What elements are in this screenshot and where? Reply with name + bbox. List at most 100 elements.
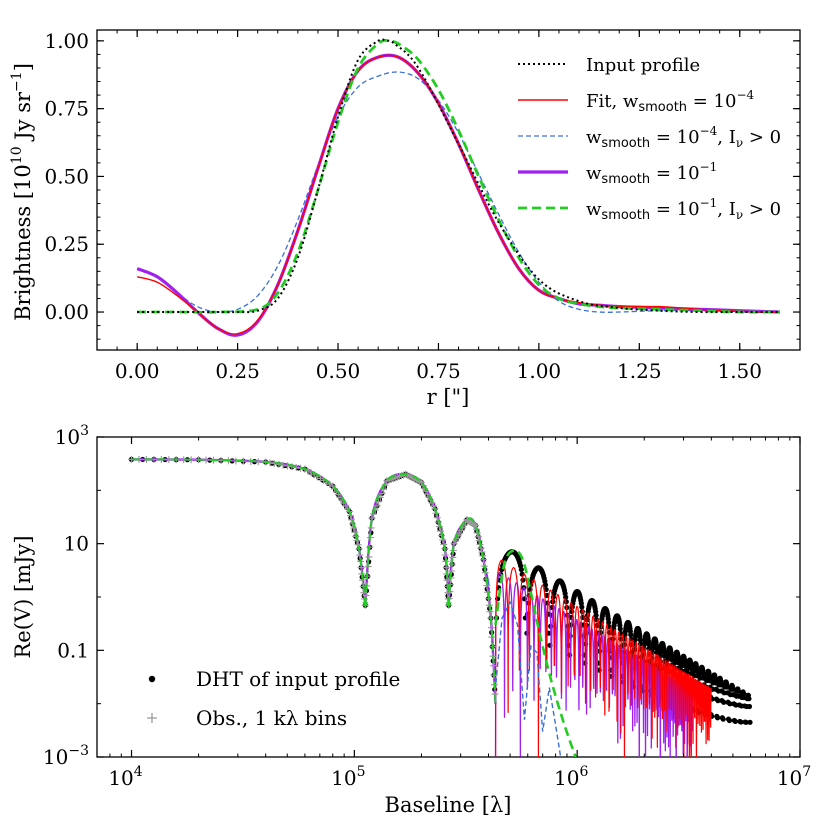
main-lobe-curve — [364, 472, 450, 606]
dht-point — [617, 626, 623, 632]
main-lobe-curve-positive — [447, 517, 497, 704]
dht-point — [593, 612, 599, 618]
dht-point — [668, 652, 674, 659]
dht-point — [646, 641, 652, 647]
dht-point — [518, 566, 524, 573]
y-tick-label: 0.50 — [44, 164, 89, 188]
main-lobe-curve-positive — [131, 458, 367, 606]
observation-point — [429, 502, 437, 510]
brightness-y-axis-label: Brightness [1010 Jy sr−1] — [9, 63, 35, 321]
ylabel-part1: Brightness [10 — [11, 164, 35, 321]
series-line — [136, 54, 780, 335]
observation-point — [348, 516, 355, 524]
dht-point — [712, 676, 718, 682]
visibility-x-axis-label: Baseline [λ] — [385, 793, 512, 817]
dht-point — [747, 719, 753, 725]
y-tick-label: 10 — [64, 532, 89, 556]
observation-point — [417, 479, 425, 486]
dht-point — [675, 656, 681, 662]
dht-point — [727, 701, 733, 707]
dht-point — [543, 586, 549, 593]
dht-point — [654, 645, 660, 652]
dht-point — [715, 715, 721, 721]
legend-label: wsmooth = 10−1, Iν > 0 — [586, 196, 781, 223]
main-lobe-curve-positive — [364, 473, 450, 606]
x-tick-label: 0.00 — [115, 359, 160, 383]
observation-point — [433, 514, 441, 522]
model-curve-wsmooth-1e-1-positive — [494, 548, 578, 757]
visibility-ticks: 104 105 106 107 10−3 0.1 10 103 — [43, 423, 811, 790]
x-tick-label: 0.50 — [316, 359, 361, 383]
observation-point — [351, 528, 359, 536]
ylabel-exp: 10 — [9, 146, 25, 164]
observation-point — [279, 461, 287, 469]
visibility-legend: DHT of input profile Obs., 1 kλ bins — [147, 667, 400, 730]
ylabel-part2: Jy sr — [11, 91, 35, 146]
observation-point — [471, 521, 479, 529]
main-lobe-curve — [447, 517, 497, 704]
null-marker — [445, 602, 452, 609]
x-tick-label: 107 — [777, 764, 811, 790]
model-curve-wsmooth-1e-4 — [494, 559, 712, 757]
dht-point — [738, 719, 744, 725]
dht-point — [661, 649, 667, 655]
visibility-y-axis-label: Re(V) [mJy] — [11, 535, 35, 658]
dht-point — [730, 686, 736, 692]
y-tick-label: 1.00 — [44, 29, 89, 53]
dht-point — [740, 690, 747, 696]
x-tick-label: 1.00 — [517, 359, 562, 383]
y-tick-label: 0.1 — [57, 638, 89, 662]
dht-point — [732, 718, 738, 725]
dht-point — [721, 699, 727, 705]
legend-label: Fit, wsmooth = 10−4 — [586, 88, 755, 115]
dht-point — [715, 698, 721, 704]
observation-point — [292, 464, 300, 471]
y-tick-label: 0.00 — [44, 300, 89, 324]
dht-point — [718, 678, 724, 684]
legend-label: wsmooth = 10−4, Iν > 0 — [586, 124, 781, 151]
brightness-panel: 0.00 0.25 0.50 0.75 1.00 1.25 1.50 0.00 0.25 0.50… — [9, 29, 801, 409]
series-line — [136, 71, 780, 313]
legend-label: wsmooth = 10−1 — [586, 160, 717, 187]
brightness-ticks: 0.00 0.25 0.50 0.75 1.00 1.25 1.50 0.00 0.25 0.50… — [44, 29, 800, 383]
dht-point — [637, 637, 643, 643]
dht-point — [735, 688, 741, 694]
dht-point — [720, 716, 726, 722]
x-tick-label: 105 — [331, 764, 365, 790]
x-tick-label: 106 — [554, 764, 588, 790]
x-tick-label: 104 — [108, 764, 142, 790]
x-tick-label: 1.50 — [717, 359, 762, 383]
brightness-axes-frame — [96, 29, 801, 351]
legend-label: Input profile — [586, 55, 700, 76]
visibility-plot-area — [128, 455, 753, 757]
dht-point — [628, 632, 634, 638]
ylabel-sup: −1 — [9, 71, 25, 92]
dht-point — [743, 719, 749, 725]
brightness-series — [136, 38, 780, 337]
dht-point — [700, 670, 706, 677]
dht-point — [579, 604, 585, 610]
legend-label: Obs., 1 kλ bins — [196, 706, 347, 730]
ylabel-close: ] — [11, 63, 35, 71]
series-line — [136, 53, 780, 337]
dht-point — [746, 703, 753, 710]
brightness-x-axis-label: r ["] — [427, 385, 470, 409]
legend-dot-marker — [148, 675, 156, 683]
dht-point — [706, 673, 713, 679]
dht-point — [542, 582, 549, 588]
y-tick-label: 0.25 — [44, 232, 89, 256]
observation-points — [128, 455, 499, 698]
legend-plus-marker — [147, 713, 157, 723]
observation-point — [441, 551, 449, 559]
x-tick-label: 1.25 — [617, 359, 662, 383]
y-tick-label: 0.75 — [44, 97, 89, 121]
dht-point — [724, 684, 730, 690]
observation-point — [423, 490, 431, 498]
observation-point — [378, 489, 386, 497]
visibility-panel: 104 105 106 107 10−3 0.1 10 103 Baseline [λ] Re… — [11, 423, 811, 817]
observation-point — [373, 502, 381, 510]
y-tick-label: 103 — [55, 423, 89, 449]
x-tick-label: 0.25 — [215, 359, 260, 383]
x-tick-label: 0.75 — [416, 359, 461, 383]
